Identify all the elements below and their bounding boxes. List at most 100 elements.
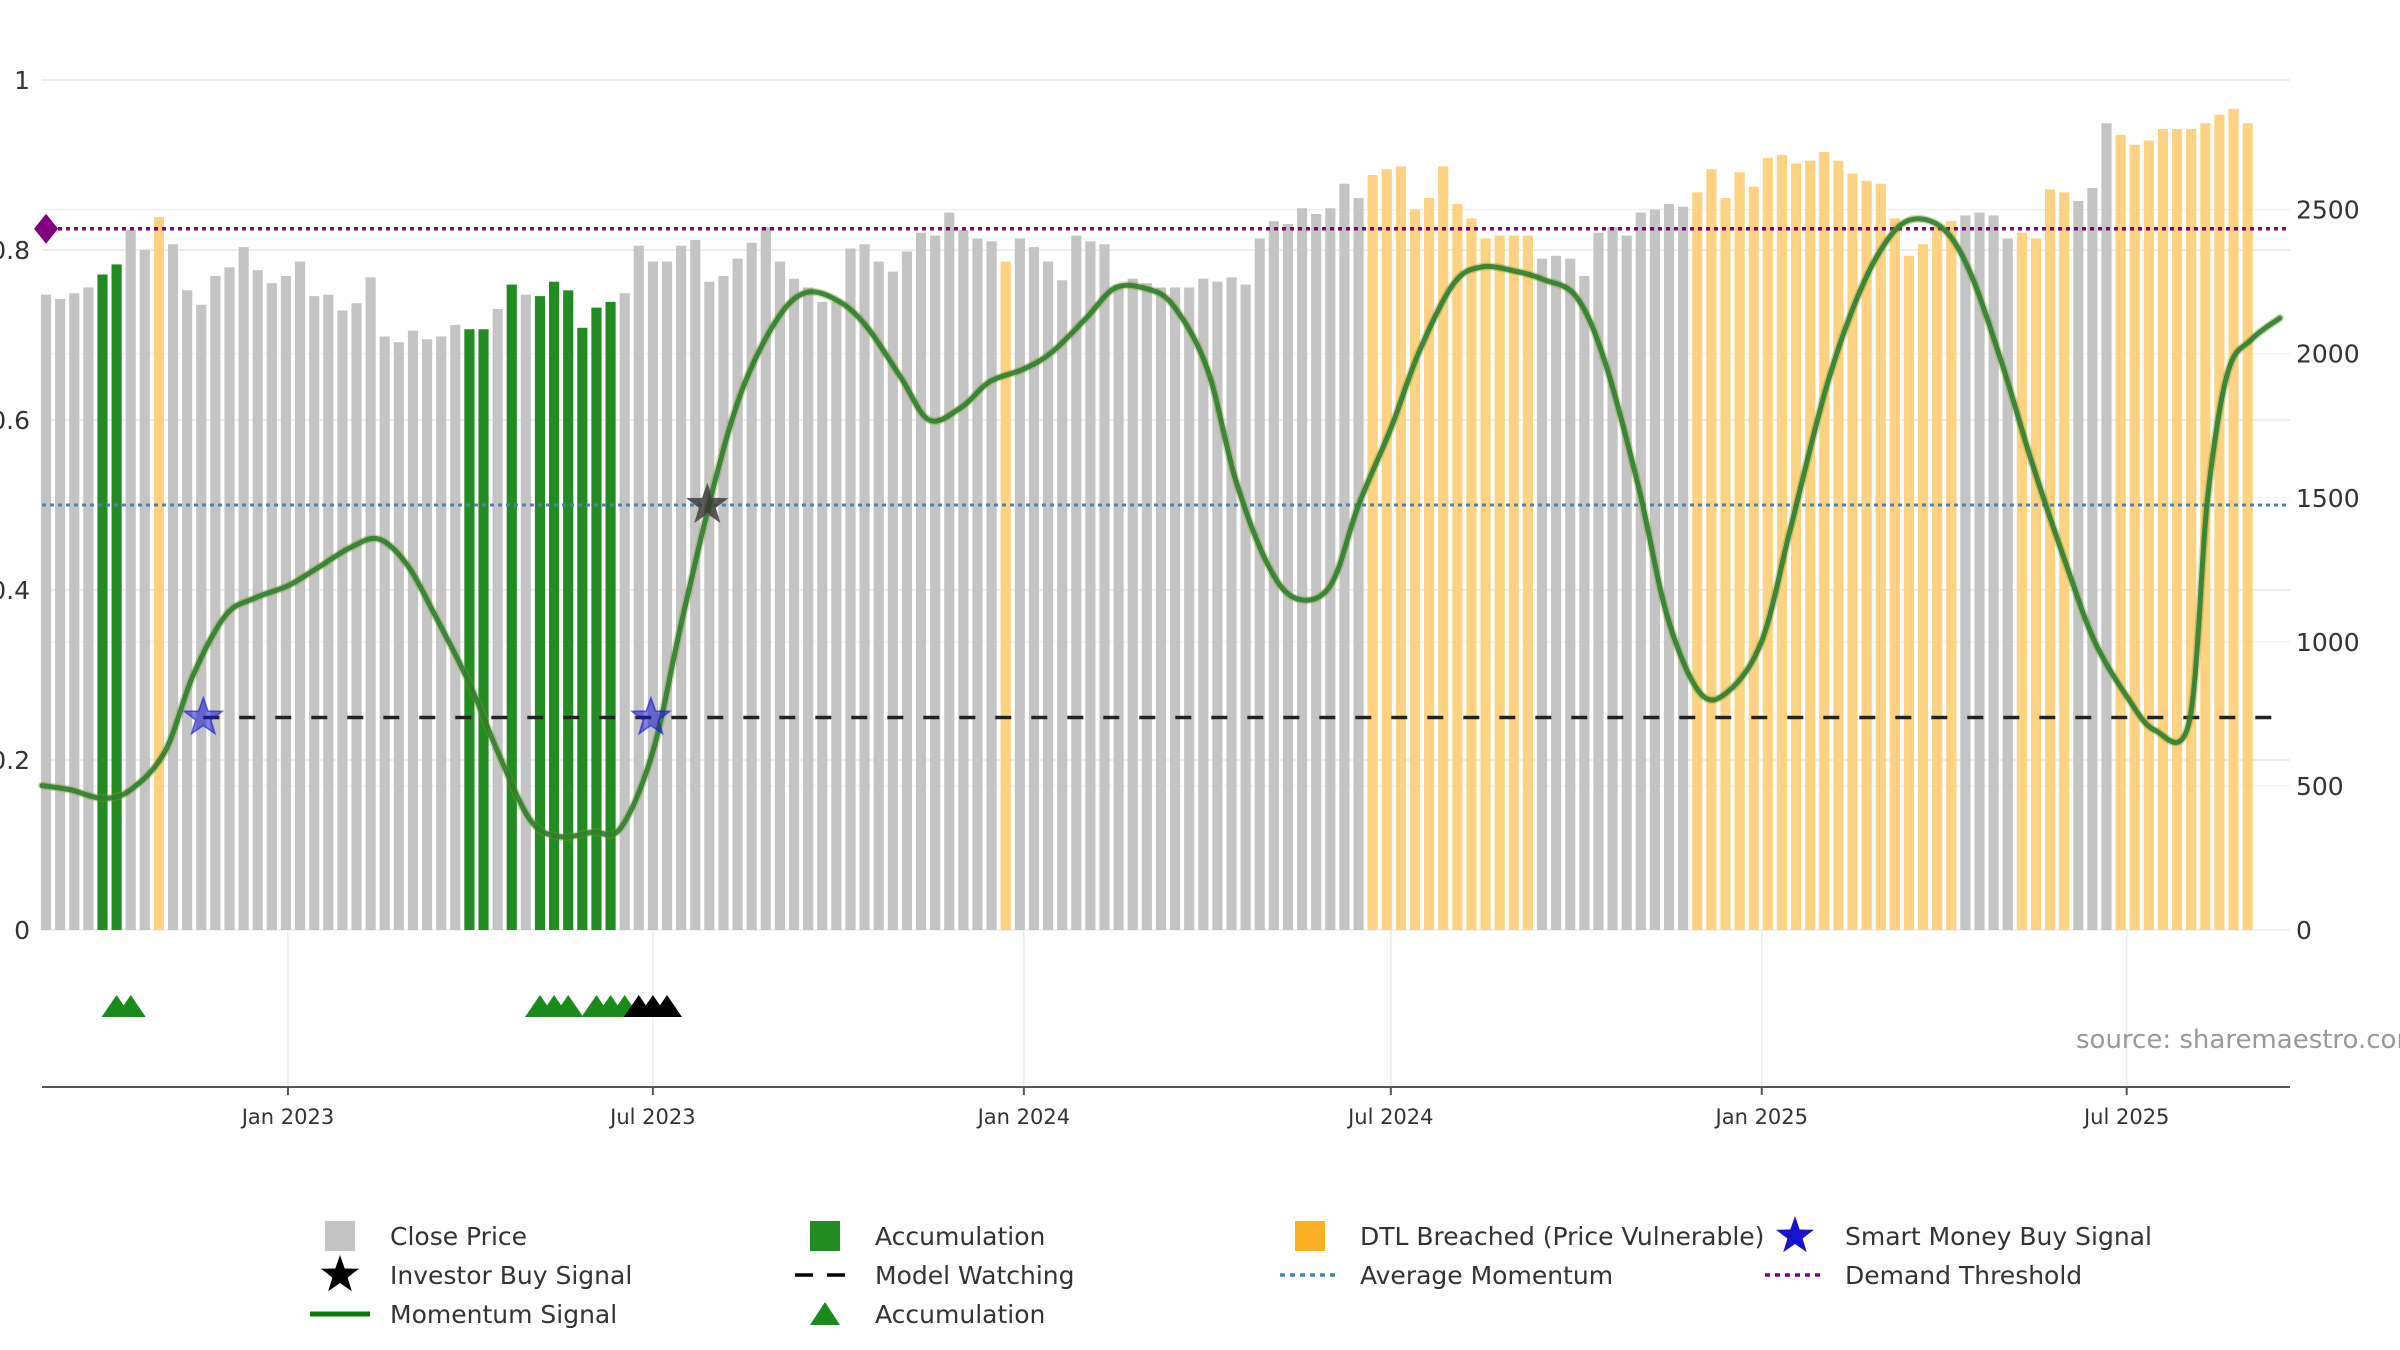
momentum-signal-line [39,216,2283,840]
close-price-bar [1635,212,1646,931]
close-price-bar [1551,255,1562,931]
accumulation-bar [478,329,489,930]
left-axis-tick-label: 0.8 [0,236,30,265]
close-price-bar [732,258,743,931]
close-price-bar [365,277,376,930]
close-price-bar [788,278,800,930]
legend-label: Average Momentum [1360,1261,1613,1290]
close-price-bar [323,294,334,930]
dtl-breached-bar [153,216,165,931]
legend-label: Momentum Signal [390,1300,617,1329]
dtl-breached-bar [1522,235,1533,931]
x-axis-tick-label: Jul 2025 [2082,1105,2169,1129]
dtl-breached-bar [1720,198,1731,930]
legend-label: Model Watching [875,1261,1075,1290]
accumulation-bar [605,301,616,931]
demand-threshold-marker [34,213,59,244]
close-price-bar [1621,235,1632,931]
x-axis-tick-label: Jan 2024 [976,1105,1071,1129]
close-price-bar [930,235,941,931]
close-price-bar [351,303,362,931]
close-price-bar [1311,213,1322,931]
close-price-bar [1099,244,1110,930]
close-price-bar [125,229,136,930]
close-price-bar [873,261,884,931]
dtl-breached-bar [2157,128,2169,931]
close-price-bar [436,336,447,930]
close-price-bar [831,301,842,931]
dtl-breached-bar [2228,108,2239,931]
legend-item-close-price: Close Price [325,1221,527,1251]
legend-smart-money-icon [1776,1216,1814,1253]
close-price-bar [887,271,898,930]
x-axis-tick-label: Jul 2024 [1346,1105,1433,1129]
close-price-bar [1974,212,1985,931]
right-axis-tick-label: 500 [2296,772,2344,801]
close-price-bar [1988,215,1999,931]
close-price-bar [337,310,348,930]
accumulation-bar [577,327,588,930]
legend-label: Accumulation [875,1300,1045,1329]
right-axis-tick-label: 0 [2296,916,2312,945]
close-price-bar [1169,287,1181,930]
close-price-bar [1127,278,1138,930]
legend-item-model-watching: Model Watching [795,1261,1075,1290]
close-price-bar [1057,280,1068,930]
close-price-bar [1071,235,1082,931]
dtl-breached-bar [1776,154,1788,930]
dtl-breached-bar [1903,255,1915,931]
close-price-bar [224,267,235,930]
close-price-bar [2101,123,2112,930]
accumulation-bar [534,296,546,930]
close-price-bar [647,261,658,931]
left-axis-tick-label: 0.6 [0,406,30,435]
close-price-bar [69,293,80,930]
dtl-breached-bar [1000,261,1011,931]
close-price-bar [1325,208,1336,930]
close-price-bar [958,229,969,930]
close-price-bar [972,238,983,930]
accumulation-bar [549,281,560,930]
dtl-breached-bar [1381,169,1392,931]
close-price-bar [760,226,771,930]
close-price-bar [407,330,419,930]
legend-item-investor: Investor Buy Signal [321,1255,632,1292]
dtl-breached-bar [1748,186,1759,930]
close-price-bar [944,212,955,931]
close-price-bar [619,293,630,930]
dtl-breached-bar [2186,128,2197,931]
close-price-bar [676,245,687,930]
x-axis-tick-label: Jan 2025 [1714,1105,1809,1129]
close-price-bar [1014,238,1025,930]
dtl-breached-bar [1692,192,1703,931]
legend-label: Demand Threshold [1845,1261,2082,1290]
dtl-breached-bar [1706,169,1717,931]
legend-triangle-icon [810,1302,840,1325]
right-axis-tick-label: 2000 [2296,340,2360,369]
accumulation-bar [97,274,108,930]
close-price-bar [1254,238,1265,930]
close-price-bar [633,245,644,930]
dtl-breached-bar [2129,144,2140,930]
momentum-signal-series [38,214,2284,841]
close-price-bar [294,261,306,931]
close-price-bar [2087,188,2098,930]
dtl-breached-bar [1367,175,1378,931]
dtl-breached-bar [2143,140,2154,930]
dtl-breached-bar [1452,203,1463,930]
signal-markers [101,482,729,1017]
legend-swatch-accumulation [810,1221,840,1251]
source-label: source: sharemaestro.com [2076,1025,2400,1055]
dtl-breached-bar [1466,218,1477,931]
close-price-bar [1663,203,1675,930]
dtl-breached-bar [2214,114,2225,930]
dtl-breached-bar [2115,134,2126,931]
close-price-bar [1565,258,1576,931]
close-price-bar [492,309,503,930]
legend-label: Investor Buy Signal [390,1261,632,1290]
dtl-breached-bar [2172,128,2183,931]
investor-buy-star [686,482,729,524]
close-price-bar [2002,238,2013,930]
legend-item-demand-threshold: Demand Threshold [1765,1261,2082,1290]
